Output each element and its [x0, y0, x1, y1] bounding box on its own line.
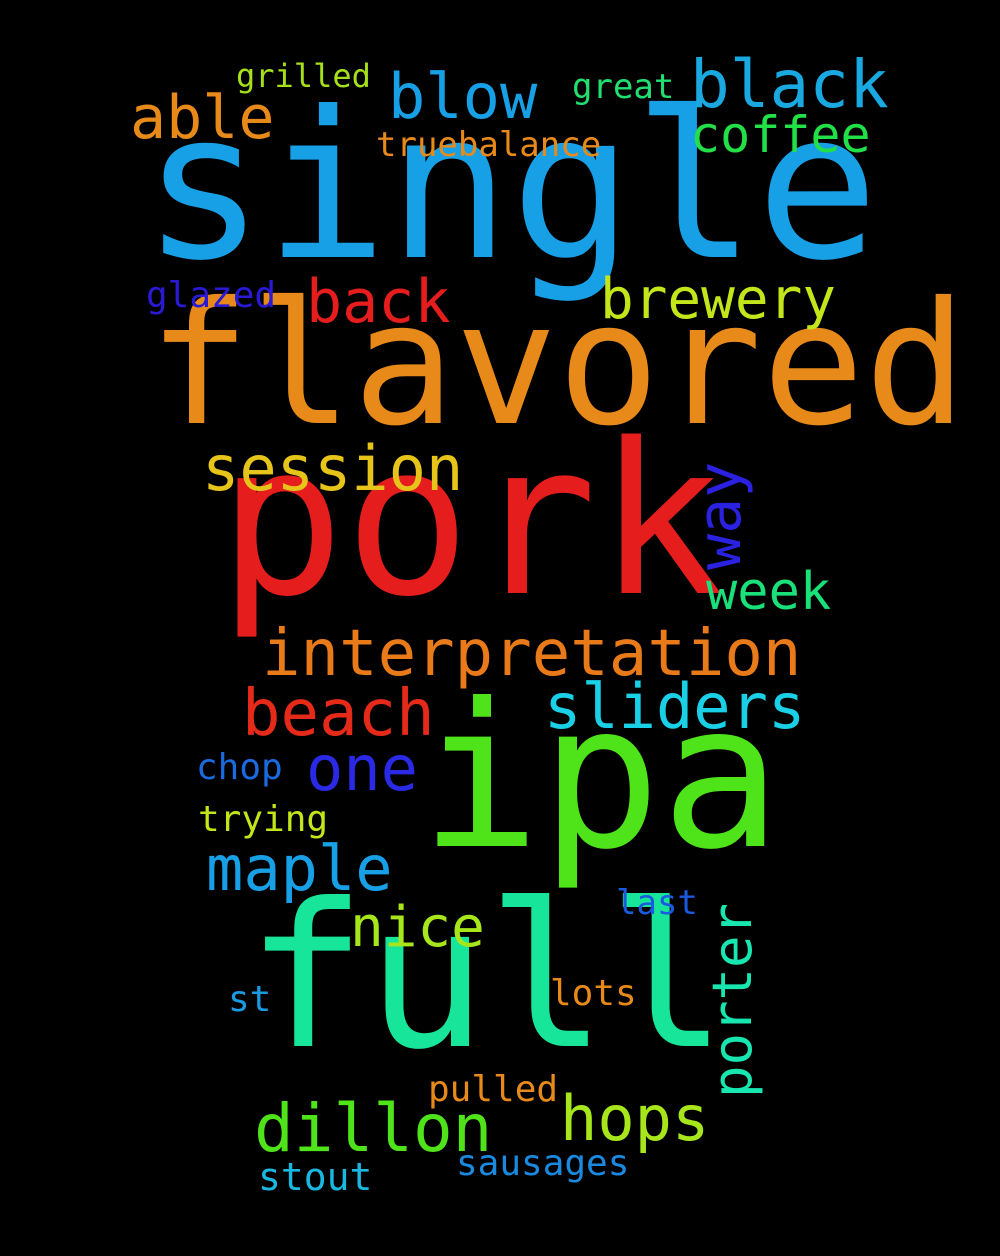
word-maple: maple [206, 832, 393, 905]
word-pulled: pulled [428, 1069, 559, 1110]
word-brewery: brewery [600, 267, 837, 332]
word-sausages: sausages [456, 1143, 630, 1184]
word-dillon: dillon [254, 1090, 493, 1167]
word-interpretation: interpretation [262, 617, 802, 691]
word-flavored: flavored [148, 266, 967, 464]
word-grilled: grilled [236, 57, 371, 95]
word-able: able [130, 83, 275, 153]
word-sliders: sliders [544, 670, 806, 743]
word-glazed: glazed [146, 275, 277, 316]
word-full: full [246, 861, 728, 1094]
word-hops: hops [560, 1082, 710, 1155]
word-session: session [202, 432, 464, 505]
word-nice: nice [350, 895, 485, 960]
word-week: week [706, 562, 832, 622]
word-pork: pork [218, 398, 724, 643]
word-blow: blow [388, 60, 538, 133]
word-single: single [142, 69, 879, 306]
word-stout: stout [258, 1155, 373, 1199]
word-st: st [228, 979, 272, 1020]
word-porter: porter [701, 902, 764, 1098]
word-back: back [306, 267, 451, 337]
word-trying: trying [198, 799, 329, 840]
word-beach: beach [242, 677, 435, 751]
word-way: way [685, 461, 755, 570]
word-black: black [690, 46, 889, 123]
word-ipa: ipa [420, 661, 782, 894]
word-lots: lots [550, 973, 637, 1014]
word-coffee: coffee [690, 106, 871, 164]
word-last: last [616, 883, 698, 923]
word-chop: chop [196, 747, 283, 788]
word-one: one [306, 732, 418, 805]
word-truebalance: truebalance [376, 125, 602, 165]
word-great: great [572, 67, 675, 107]
